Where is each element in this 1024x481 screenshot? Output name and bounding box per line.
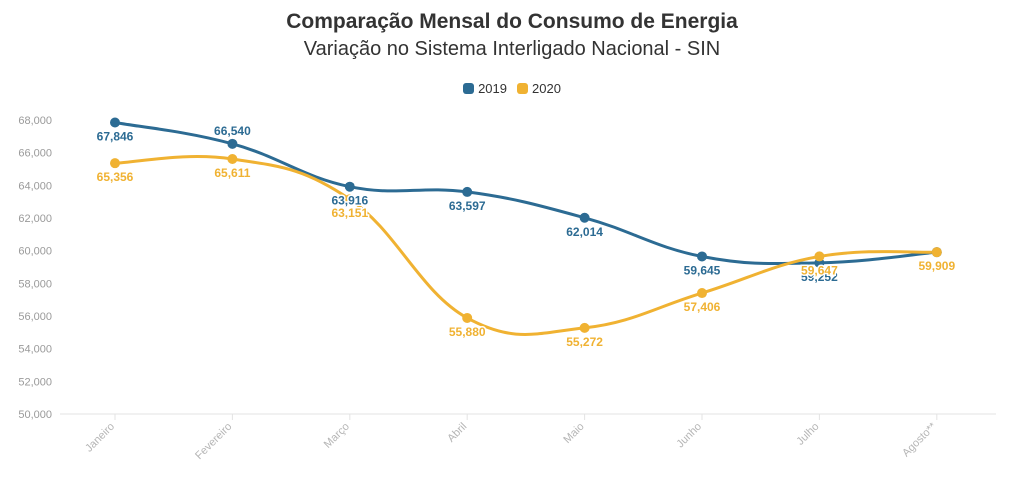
data-label-2019: 67,846 <box>97 130 134 144</box>
x-tick-label: Janeiro <box>83 421 117 455</box>
data-point-2019 <box>579 212 590 223</box>
legend-item-2019[interactable]: 2019 <box>463 81 507 96</box>
chart-subtitle: Variação no Sistema Interligado Nacional… <box>303 38 721 60</box>
y-tick-label: 54,000 <box>18 344 52 356</box>
data-point-2019 <box>697 251 707 262</box>
data-label-2020: 65,611 <box>214 166 250 180</box>
data-point-2020 <box>931 247 942 258</box>
data-point-2020 <box>110 158 120 169</box>
series-lines <box>113 121 939 336</box>
x-tick-label: Junho <box>674 421 704 451</box>
data-label-2020: 59,647 <box>801 263 838 277</box>
x-tick-label: Abril <box>445 421 469 445</box>
data-point-2019 <box>344 181 355 192</box>
legend-label-2020: 2020 <box>532 81 561 96</box>
legend-swatch-2020 <box>517 83 528 94</box>
series-line-2020 <box>113 155 939 336</box>
data-point-2020 <box>814 251 825 262</box>
data-label-2020: 55,272 <box>566 335 603 349</box>
data-label-2019: 59,252 <box>801 270 838 284</box>
legend: 2019 2020 <box>0 81 1024 96</box>
data-point-2019 <box>227 138 238 149</box>
x-tick-label: Maio <box>561 421 586 446</box>
y-tick-label: 68,000 <box>18 115 52 127</box>
y-tick-label: 66,000 <box>18 148 52 160</box>
data-label-2019: 62,014 <box>566 225 603 239</box>
data-point-2020 <box>462 312 473 323</box>
x-tick-label: Março <box>322 421 352 451</box>
y-tick-label: 58,000 <box>18 278 52 290</box>
data-point-2019 <box>462 186 473 197</box>
data-label-2019: 66,540 <box>214 124 251 138</box>
series-points <box>110 117 942 333</box>
y-tick-label: 56,000 <box>18 311 52 323</box>
chart-title: Comparação Mensal do Consumo de Energia <box>286 10 738 33</box>
data-point-2020 <box>227 154 238 165</box>
data-labels: 67,846 66,540 63,916 63,597 62,014 59,645 59,2… <box>95 122 957 350</box>
y-tick-label: 64,000 <box>18 180 52 192</box>
data-label-2020: 65,356 <box>97 170 134 184</box>
y-tick-label: 60,000 <box>18 246 52 258</box>
series-line-2019 <box>113 121 939 266</box>
y-tick-label: 50,000 <box>18 409 52 421</box>
data-label-2020: 63,151 <box>331 206 368 220</box>
data-label-2019: 63,597 <box>449 199 486 213</box>
legend-label-2019: 2019 <box>478 81 507 96</box>
data-label-2020: 55,880 <box>449 325 486 339</box>
data-point-2020 <box>697 288 707 299</box>
data-label-2019: 63,916 <box>331 194 368 208</box>
legend-swatch-2019 <box>463 83 475 94</box>
data-point-2019 <box>110 117 120 128</box>
data-point-2020 <box>579 322 590 333</box>
data-label-2020: 57,406 <box>684 300 721 314</box>
x-tick-label: Fevereiro <box>193 421 234 462</box>
x-tick-label: Julho <box>794 421 821 448</box>
x-tick-label: Agosto** <box>900 420 939 459</box>
y-tick-label: 62,000 <box>18 213 52 225</box>
legend-item-2020[interactable]: 2020 <box>517 81 561 96</box>
data-label-2019: 59,645 <box>684 263 721 277</box>
axes: 50,000 52,000 54,000 56,000 58,000 60,000 62,0… <box>18 115 996 462</box>
data-point-2020 <box>344 194 355 205</box>
y-tick-label: 52,000 <box>18 376 52 388</box>
data-label-2020: 59,909 <box>918 259 955 273</box>
